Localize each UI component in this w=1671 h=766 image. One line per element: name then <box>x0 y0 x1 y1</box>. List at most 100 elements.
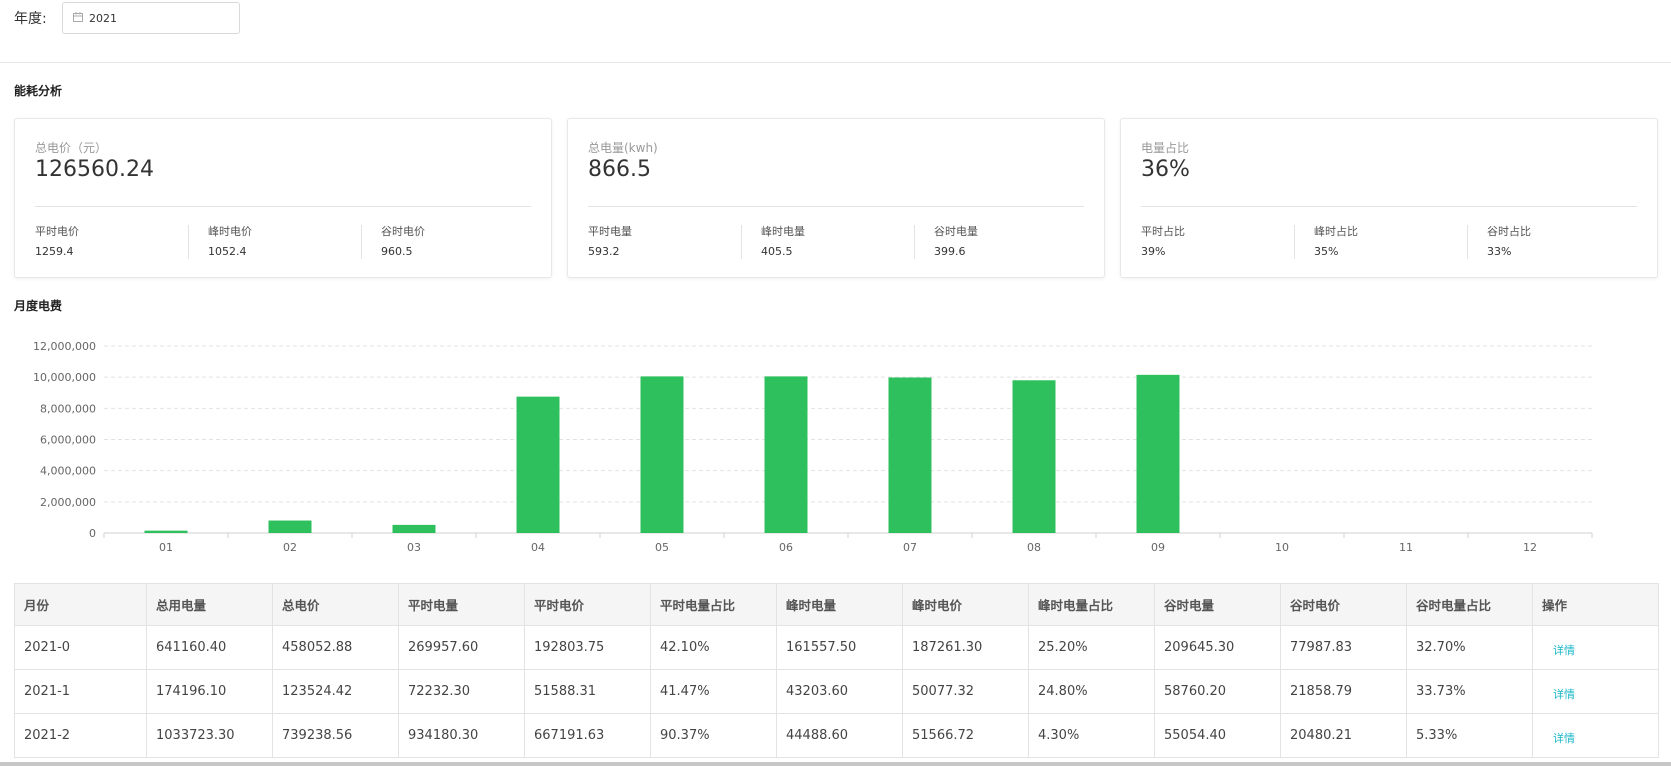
x-tick-label: 01 <box>159 541 173 554</box>
sub-stat-label: 谷时电价 <box>381 225 425 238</box>
table-row: 2021-2 1033723.30 739238.56 934180.30 66… <box>14 713 1659 758</box>
y-tick-label: 8,000,000 <box>40 402 96 415</box>
table-row: 2021-1 174196.10 123524.42 72232.30 5158… <box>14 669 1659 714</box>
x-tick-label: 06 <box>779 541 793 554</box>
year-filter-label: 年度: <box>14 11 47 27</box>
card-sub-stat: 峰时占比 35% <box>1314 223 1358 258</box>
sub-stat-label: 峰时电量 <box>761 225 805 238</box>
bar-02 <box>268 520 312 533</box>
x-tick-label: 08 <box>1027 541 1041 554</box>
filter-bar: 年度: 2021 <box>14 0 1671 62</box>
col-header-flat-usage: 平时电量 <box>398 583 525 626</box>
card-sub-stat: 谷时占比 33% <box>1487 223 1531 258</box>
card-sub-stat: 平时电价 1259.4 <box>35 223 79 258</box>
sub-stat-divider <box>361 225 362 259</box>
col-header-action: 操作 <box>1532 583 1659 626</box>
table-cell: 4.30% <box>1028 713 1155 758</box>
col-header-total-price: 总电价 <box>272 583 399 626</box>
table-cell: 5.33% <box>1406 713 1533 758</box>
y-tick-label: 0 <box>89 527 96 540</box>
card-value: 126560.24 <box>35 157 154 182</box>
sub-stat-value: 593.2 <box>588 245 620 258</box>
col-header-month: 月份 <box>14 583 147 626</box>
card-value: 866.5 <box>588 157 651 182</box>
x-tick-label: 11 <box>1399 541 1413 554</box>
table-cell: 43203.60 <box>776 669 903 714</box>
table-cell: 77987.83 <box>1280 625 1407 670</box>
table-cell: 174196.10 <box>146 669 273 714</box>
card-sub-stat: 峰时电量 405.5 <box>761 223 805 258</box>
bar-09 <box>1136 374 1180 533</box>
sub-stat-label: 峰时占比 <box>1314 225 1358 238</box>
horizontal-scrollbar[interactable] <box>0 762 1671 766</box>
col-header-flat-price: 平时电价 <box>524 583 651 626</box>
table-cell: 42.10% <box>650 625 777 670</box>
table-cell: 58760.20 <box>1154 669 1281 714</box>
table-row: 2021-0 641160.40 458052.88 269957.60 192… <box>14 625 1659 670</box>
detail-link[interactable]: 详情 <box>1532 625 1659 670</box>
card-value: 36% <box>1141 157 1190 182</box>
table-cell: 44488.60 <box>776 713 903 758</box>
table-cell: 21858.79 <box>1280 669 1407 714</box>
monthly-fee-bar-chart: 0 2,000,000 4,000,000 6,000,000 8,000,000 10,… <box>33 340 1593 554</box>
sub-stat-label: 平时电量 <box>588 225 632 238</box>
table-cell: 50077.32 <box>902 669 1029 714</box>
sub-stat-divider <box>741 225 742 259</box>
card-sub-stat: 峰时电价 1052.4 <box>208 223 252 258</box>
detail-link[interactable]: 详情 <box>1532 669 1659 714</box>
col-header-flat-ratio: 平时电量占比 <box>650 583 777 626</box>
x-tick-label: 10 <box>1275 541 1289 554</box>
divider <box>0 62 1671 63</box>
table-cell: 667191.63 <box>524 713 651 758</box>
sub-stat-value: 35% <box>1314 245 1339 258</box>
table-header-row: 月份 总用电量 总电价 平时电量 平时电价 平时电量占比 峰时电量 峰时电价 峰… <box>14 583 1659 626</box>
card-sub-stat: 平时电量 593.2 <box>588 223 632 258</box>
x-tick-label: 07 <box>903 541 917 554</box>
table-cell: 51566.72 <box>902 713 1029 758</box>
table-cell: 41.47% <box>650 669 777 714</box>
x-tick-label: 02 <box>283 541 297 554</box>
year-picker[interactable]: 2021 <box>62 2 240 34</box>
table-cell: 123524.42 <box>272 669 399 714</box>
sub-stat-divider <box>188 225 189 259</box>
sub-stat-value: 399.6 <box>934 245 966 258</box>
total-energy-card: 总电量(kwh) 866.5 平时电量 593.2 峰时电量 405.5 谷时电… <box>567 118 1105 278</box>
energy-ratio-card: 电量占比 36% 平时占比 39% 峰时占比 35% 谷时占比 33% <box>1120 118 1658 278</box>
table-cell: 192803.75 <box>524 625 651 670</box>
card-divider <box>588 206 1084 207</box>
sub-stat-value: 960.5 <box>381 245 413 258</box>
bar-04 <box>516 396 560 533</box>
sub-stat-value: 405.5 <box>761 245 793 258</box>
col-header-peak-price: 峰时电价 <box>902 583 1029 626</box>
table-cell: 24.80% <box>1028 669 1155 714</box>
bar-03 <box>392 524 436 533</box>
monthly-data-table: 月份 总用电量 总电价 平时电量 平时电价 平时电量占比 峰时电量 峰时电价 峰… <box>14 583 1659 758</box>
y-tick-label: 10,000,000 <box>33 371 96 384</box>
year-value: 2021 <box>89 12 117 25</box>
sub-stat-value: 1259.4 <box>35 245 74 258</box>
table-cell: 2021-0 <box>14 625 147 670</box>
x-tick-label: 04 <box>531 541 545 554</box>
sub-stat-value: 39% <box>1141 245 1166 258</box>
table-cell: 25.20% <box>1028 625 1155 670</box>
bar-01 <box>144 530 188 533</box>
x-tick-label: 12 <box>1523 541 1537 554</box>
sub-stat-divider <box>1294 225 1295 259</box>
sub-stat-value: 1052.4 <box>208 245 247 258</box>
y-tick-label: 6,000,000 <box>40 434 96 447</box>
card-label: 总电量(kwh) <box>588 141 658 155</box>
bar-06 <box>764 376 808 533</box>
col-header-peak-ratio: 峰时电量占比 <box>1028 583 1155 626</box>
table-cell: 161557.50 <box>776 625 903 670</box>
table-cell: 51588.31 <box>524 669 651 714</box>
card-divider <box>35 206 531 207</box>
sub-stat-value: 33% <box>1487 245 1512 258</box>
sub-stat-label: 谷时电量 <box>934 225 978 238</box>
table-cell: 72232.30 <box>398 669 525 714</box>
col-header-valley-ratio: 谷时电量占比 <box>1406 583 1533 626</box>
energy-analysis-title: 能耗分析 <box>14 84 63 98</box>
col-header-valley-usage: 谷时电量 <box>1154 583 1281 626</box>
y-tick-label: 4,000,000 <box>40 465 96 478</box>
detail-link[interactable]: 详情 <box>1532 713 1659 758</box>
col-header-peak-usage: 峰时电量 <box>776 583 903 626</box>
